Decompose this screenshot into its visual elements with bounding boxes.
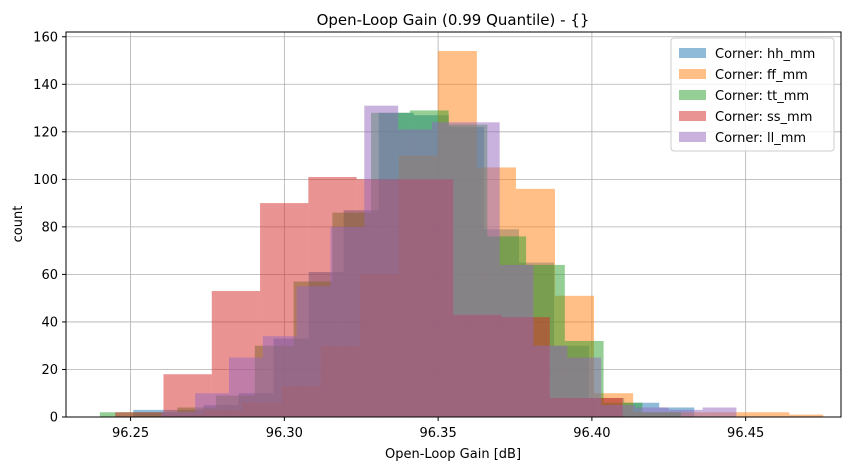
x-axis-label: Open-Loop Gain [dB] bbox=[385, 447, 521, 462]
legend-label: Corner: ll_mm bbox=[715, 131, 806, 146]
histogram-bar bbox=[228, 357, 263, 417]
legend-swatch bbox=[679, 48, 706, 58]
histogram-bar bbox=[262, 336, 297, 417]
x-tick-label: 96.30 bbox=[266, 426, 303, 441]
legend-box bbox=[670, 37, 835, 152]
legend: Corner: hh_mm Corner: ff_mm Corner: tt_mm C… bbox=[670, 37, 835, 152]
histogram-bar bbox=[296, 286, 331, 417]
legend-swatch bbox=[679, 90, 706, 100]
histogram-bar bbox=[634, 407, 669, 417]
legend-swatch bbox=[679, 132, 706, 142]
histogram-bar bbox=[601, 405, 635, 417]
legend-label: Corner: tt_mm bbox=[715, 89, 809, 104]
histogram-bar bbox=[115, 412, 164, 417]
histogram-bar bbox=[499, 264, 534, 417]
y-tick-label: 20 bbox=[41, 363, 58, 378]
x-tick-label: 96.35 bbox=[420, 426, 457, 441]
legend-label: Corner: hh_mm bbox=[715, 47, 815, 62]
histogram-bar bbox=[330, 226, 365, 417]
histogram-bar bbox=[702, 407, 737, 417]
x-axis-ticks: 96.25 96.30 96.35 96.40 96.45 bbox=[112, 417, 764, 441]
histogram-bar bbox=[789, 414, 824, 417]
legend-label: Corner: ff_mm bbox=[715, 68, 808, 83]
histogram-bar bbox=[398, 129, 432, 417]
histogram-bar bbox=[533, 345, 568, 417]
x-tick-label: 96.40 bbox=[573, 426, 610, 441]
y-tick-label: 0 bbox=[50, 411, 58, 426]
histogram-bar bbox=[465, 122, 500, 417]
y-tick-label: 40 bbox=[41, 315, 58, 330]
x-tick-label: 96.25 bbox=[112, 426, 149, 441]
series-corner-ll-mm bbox=[161, 105, 737, 417]
y-tick-label: 100 bbox=[33, 173, 58, 188]
y-tick-label: 60 bbox=[41, 268, 58, 283]
histogram-bar bbox=[750, 412, 790, 417]
histogram-bar bbox=[567, 357, 602, 417]
histogram-bar bbox=[161, 412, 196, 417]
chart-title: Open-Loop Gain (0.99 Quantile) - {} bbox=[317, 11, 590, 29]
legend-label: Corner: ss_mm bbox=[715, 110, 812, 125]
y-tick-label: 160 bbox=[33, 30, 58, 45]
legend-swatch bbox=[679, 69, 706, 79]
y-axis-ticks: 0 20 40 60 80 100 120 140 160 bbox=[33, 30, 66, 426]
histogram-bar bbox=[364, 105, 399, 417]
y-tick-label: 80 bbox=[41, 220, 58, 235]
histogram-bars bbox=[99, 51, 824, 418]
plot-frame bbox=[65, 31, 842, 418]
histogram-bar bbox=[431, 122, 466, 417]
y-tick-label: 120 bbox=[33, 125, 58, 140]
histogram-bar bbox=[668, 409, 703, 417]
histogram-bar bbox=[195, 393, 229, 417]
x-tick-label: 96.45 bbox=[727, 426, 764, 441]
y-tick-label: 140 bbox=[33, 78, 58, 93]
y-axis-label: count bbox=[11, 206, 26, 243]
legend-swatch bbox=[679, 111, 706, 121]
